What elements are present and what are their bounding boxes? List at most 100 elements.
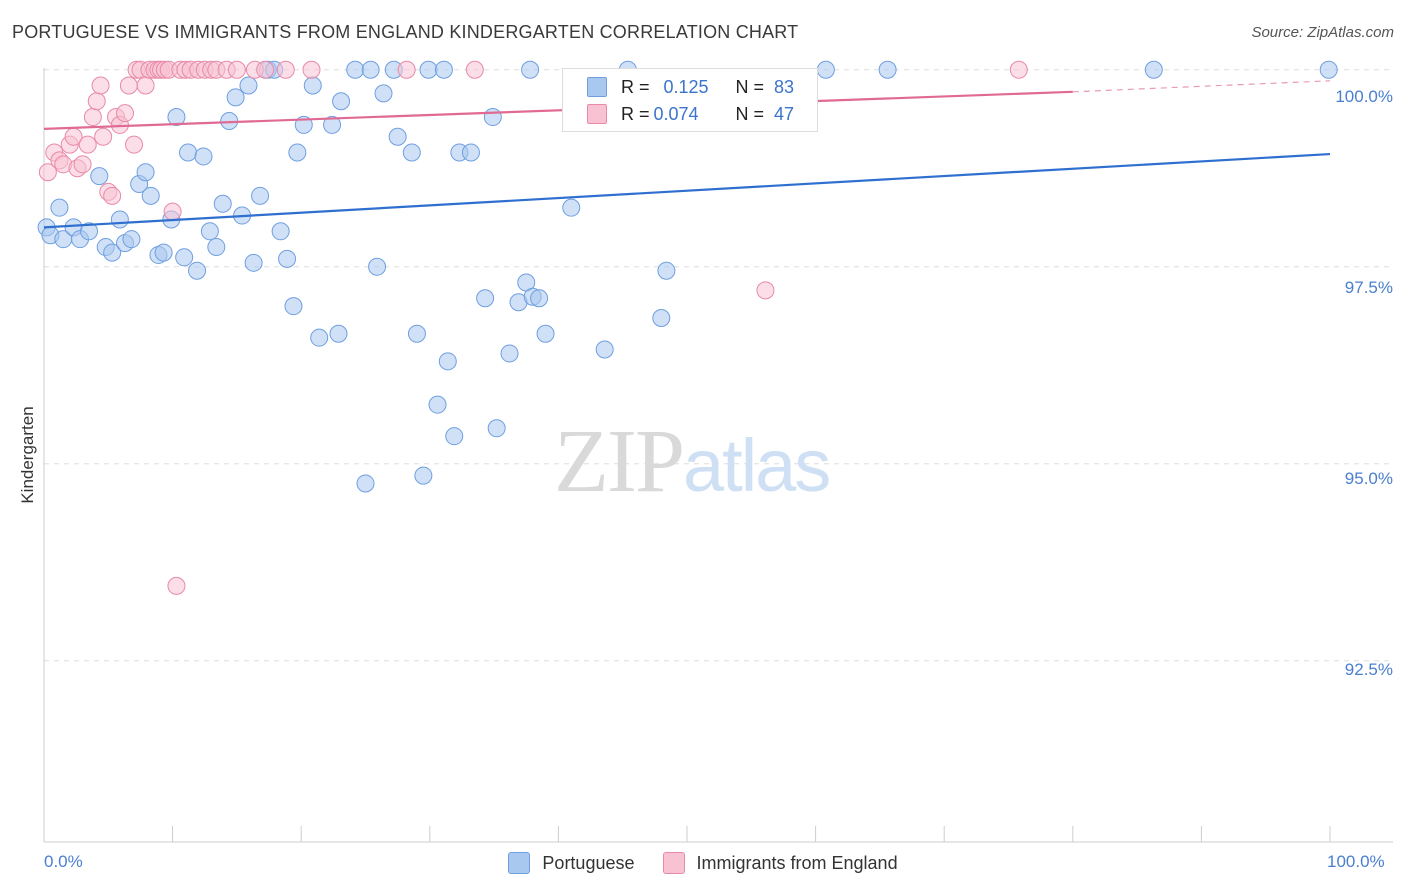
portuguese-point	[303, 76, 322, 95]
portuguese-point	[244, 253, 263, 272]
england-point	[91, 76, 110, 95]
portuguese-point	[213, 194, 232, 213]
chart-title: PORTUGUESE VS IMMIGRANTS FROM ENGLAND KI…	[12, 22, 799, 42]
portuguese-point	[434, 60, 453, 79]
legend-r-label: R =	[621, 103, 650, 124]
y-axis-label: Kindergarten	[18, 406, 37, 504]
y-tick-label: 100.0%	[1335, 87, 1393, 106]
legend-label: Immigrants from England	[696, 852, 898, 873]
legend-n-value: 83	[774, 76, 795, 97]
portuguese-point	[521, 60, 540, 79]
portuguese-point	[332, 92, 351, 111]
portuguese-point	[103, 243, 122, 262]
legend-item-portuguese[interactable]: Portuguese	[508, 852, 635, 874]
portuguese-point	[1319, 60, 1338, 79]
england-trendline-projection	[1072, 80, 1331, 93]
england-point	[465, 60, 484, 79]
portuguese-point	[483, 108, 502, 127]
portuguese-point	[428, 395, 447, 414]
portuguese-point	[226, 88, 245, 107]
x-tick-label: 0.0%	[44, 852, 83, 871]
england-point	[1009, 60, 1028, 79]
england-point	[116, 104, 135, 123]
england-point	[78, 135, 97, 154]
portuguese-point	[239, 76, 258, 95]
portuguese-point	[414, 466, 433, 485]
portuguese-point	[536, 324, 555, 343]
legend-row-england: R = 0.074 N = 47	[587, 102, 794, 126]
legend-swatch	[662, 852, 685, 874]
portuguese-point	[122, 230, 141, 249]
portuguese-point	[816, 60, 835, 79]
portuguese-point	[110, 210, 129, 229]
legend-label: Portuguese	[542, 852, 635, 873]
portuguese-point	[80, 222, 99, 241]
portuguese-point	[500, 344, 519, 363]
portuguese-point	[388, 127, 407, 146]
portuguese-trendline	[43, 152, 1331, 229]
portuguese-point	[288, 143, 307, 162]
england-point	[276, 60, 295, 79]
source-label: Source: ZipAtlas.com	[1251, 24, 1394, 41]
portuguese-point	[368, 257, 387, 276]
portuguese-point	[530, 289, 549, 308]
england-trendline	[43, 90, 1073, 130]
portuguese-point	[90, 167, 109, 186]
england-point	[94, 127, 113, 146]
portuguese-point	[310, 328, 329, 347]
watermark-zip: ZIP	[554, 412, 685, 511]
legend-r-value: 0.125	[663, 76, 709, 97]
portuguese-point	[419, 60, 438, 79]
legend-n-value: 47	[774, 103, 795, 124]
england-point	[119, 76, 138, 95]
portuguese-point	[188, 261, 207, 280]
portuguese-point	[278, 249, 297, 268]
england-point	[397, 60, 416, 79]
portuguese-point	[374, 84, 393, 103]
portuguese-point	[251, 186, 270, 205]
legend-swatch	[587, 104, 607, 124]
portuguese-point	[562, 198, 581, 217]
portuguese-point	[207, 238, 226, 257]
portuguese-point	[461, 143, 480, 162]
portuguese-point	[657, 261, 676, 280]
england-point	[87, 92, 106, 111]
legend-r-label: R =	[621, 76, 650, 97]
portuguese-point	[323, 115, 342, 134]
portuguese-point	[284, 297, 303, 316]
portuguese-point	[356, 474, 375, 493]
england-point	[227, 60, 246, 79]
x-tick-label: 100.0%	[1327, 852, 1385, 871]
legend-n-label: N =	[735, 103, 765, 124]
legend-n-label: N =	[735, 76, 765, 97]
portuguese-point	[595, 340, 614, 359]
portuguese-point	[476, 289, 495, 308]
england-point	[83, 108, 102, 127]
legend-r-value: 0.074	[653, 103, 699, 124]
england-point	[103, 186, 122, 205]
portuguese-point	[175, 248, 194, 267]
watermark-atlas: atlas	[683, 424, 831, 507]
y-tick-label: 95.0%	[1344, 469, 1393, 488]
portuguese-point	[438, 352, 457, 371]
stats-legend: R = 0.125 N = 83 R = 0.074 N = 47	[562, 68, 818, 132]
portuguese-point	[402, 143, 421, 162]
england-point	[302, 60, 321, 79]
england-point	[256, 60, 275, 79]
england-point	[167, 576, 186, 595]
legend-item-immigrants-from-england[interactable]: Immigrants from England	[662, 852, 898, 874]
portuguese-point	[407, 324, 426, 343]
portuguese-point	[179, 143, 198, 162]
portuguese-point	[346, 60, 365, 79]
england-point	[136, 76, 155, 95]
series-legend: Portuguese Immigrants from England	[0, 852, 1406, 874]
portuguese-point	[878, 60, 897, 79]
portuguese-point	[50, 198, 69, 217]
portuguese-point	[652, 308, 671, 327]
portuguese-point	[271, 222, 290, 241]
portuguese-point	[136, 163, 155, 182]
portuguese-point	[487, 419, 506, 438]
watermark: ZIPatlas	[554, 410, 831, 513]
england-point	[163, 202, 182, 221]
